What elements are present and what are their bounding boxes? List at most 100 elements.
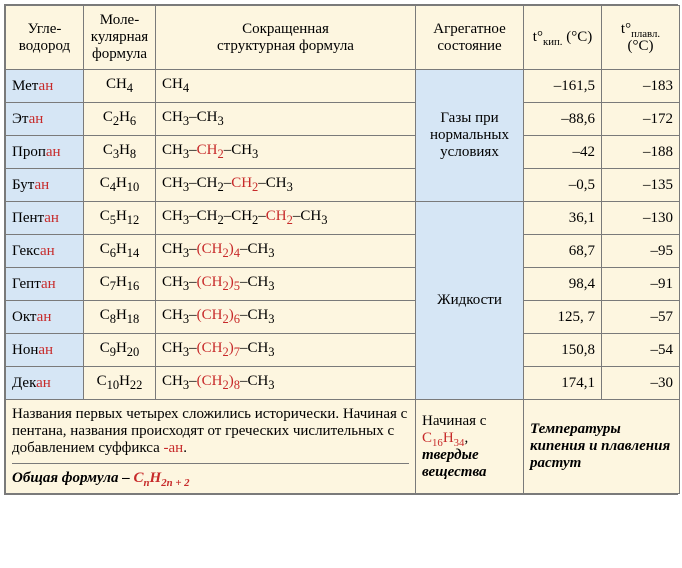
table-row: МетанCH4CH4Газы при нормальных условиях–… (6, 70, 680, 103)
melting-cell: –183 (602, 70, 680, 103)
gf-C: C (134, 470, 144, 486)
boiling-cell: –88,6 (524, 103, 602, 136)
structural-cell: CH3–(CH2)8–CH3 (156, 367, 416, 400)
boiling-cell: 150,8 (524, 334, 602, 367)
name-base: Дек (12, 375, 36, 391)
fs-C: C (422, 430, 432, 446)
molecular-cell: C9H20 (84, 334, 156, 367)
structural-cell: CH4 (156, 70, 416, 103)
name-suffix: ан (37, 309, 52, 325)
molecular-cell: C6H14 (84, 235, 156, 268)
name-suffix: ан (34, 177, 49, 193)
structural-cell: CH3–CH3 (156, 103, 416, 136)
name-cell: Пентан (6, 202, 84, 235)
boiling-cell: 36,1 (524, 202, 602, 235)
th-name: Угле-водород (6, 6, 84, 70)
molecular-cell: C4H10 (84, 169, 156, 202)
name-cell: Бутан (6, 169, 84, 202)
structural-cell: CH3–(CH2)5–CH3 (156, 268, 416, 301)
name-cell: Этан (6, 103, 84, 136)
footer-state-comma: , (464, 430, 468, 446)
name-cell: Октан (6, 301, 84, 334)
table-row: ГептанC7H16CH3–(CH2)5–CH398,4–91 (6, 268, 680, 301)
name-cell: Нонан (6, 334, 84, 367)
name-cell: Метан (6, 70, 84, 103)
general-formula-line: Общая формула – CnH2n + 2 (12, 463, 409, 487)
th-mol: Моле-кулярнаяформула (84, 6, 156, 70)
name-base: Гепт (12, 276, 41, 292)
th-kip: t°кип. (°C) (524, 6, 602, 70)
melting-cell: –30 (602, 367, 680, 400)
th-plav-post: (°C) (628, 38, 654, 54)
name-base: Пент (12, 210, 44, 226)
fs-H: H (443, 430, 454, 446)
name-cell: Декан (6, 367, 84, 400)
molecular-cell: C5H12 (84, 202, 156, 235)
table-row: ОктанC8H18CH3–(CH2)6–CH3125, 7–57 (6, 301, 680, 334)
footer-temps-note: Температуры кипения и плавления растут (524, 400, 680, 494)
th-name-text: Угле-водород (19, 21, 70, 54)
th-state: Агрегатноесостояние (416, 6, 524, 70)
name-cell: Пропан (6, 136, 84, 169)
footer-note-end: . (183, 440, 187, 456)
name-suffix: ан (39, 78, 54, 94)
table-row: ГексанC6H14CH3–(CH2)4–CH368,7–95 (6, 235, 680, 268)
th-kip-post: (°C) (562, 29, 592, 45)
name-base: Гекс (12, 243, 40, 259)
footer-note: Названия первых четырех сложились истори… (12, 406, 409, 457)
table-row: БутанC4H10CH3–CH2–CH2–CH3–0,5–135 (6, 169, 680, 202)
melting-cell: –188 (602, 136, 680, 169)
boiling-cell: –42 (524, 136, 602, 169)
table-row: ДеканC10H22CH3–(CH2)8–CH3174,1–30 (6, 367, 680, 400)
melting-cell: –57 (602, 301, 680, 334)
th-plav-pre: t° (621, 21, 631, 37)
structural-cell: CH3–(CH2)6–CH3 (156, 301, 416, 334)
structural-cell: CH3–CH2–CH2–CH2–CH3 (156, 202, 416, 235)
footer-state-pre: Начиная с (422, 413, 486, 429)
th-kip-pre: t° (533, 29, 543, 45)
alkanes-table: Угле-водород Моле-кулярнаяформула Сокращ… (5, 5, 680, 494)
molecular-cell: C8H18 (84, 301, 156, 334)
name-suffix: ан (38, 342, 53, 358)
name-base: Бут (12, 177, 34, 193)
boiling-cell: –161,5 (524, 70, 602, 103)
structural-cell: CH3–(CH2)7–CH3 (156, 334, 416, 367)
th-mol-text: Моле-кулярнаяформула (91, 12, 148, 62)
th-struct-text: Сокращеннаяструктурная формула (217, 21, 354, 54)
name-suffix: ан (40, 243, 55, 259)
general-formula: CnH2n + 2 (134, 470, 190, 486)
name-cell: Гексан (6, 235, 84, 268)
table-row: ПентанC5H12CH3–CH2–CH2–CH2–CH3Жидкости36… (6, 202, 680, 235)
footer-left-cell: Названия первых четырех сложились истори… (6, 400, 416, 494)
boiling-cell: 174,1 (524, 367, 602, 400)
name-base: Эт (12, 111, 29, 127)
boiling-cell: 68,7 (524, 235, 602, 268)
footer-note-1: Названия первых четырех сложились истори… (12, 406, 407, 456)
footer-temps-text: Температуры кипения и плавления растут (530, 421, 670, 471)
structural-cell: CH3–CH2–CH3 (156, 136, 416, 169)
melting-cell: –91 (602, 268, 680, 301)
th-kip-sub: кип. (543, 36, 563, 48)
structural-cell: CH3–(CH2)4–CH3 (156, 235, 416, 268)
name-suffix: ан (41, 276, 56, 292)
name-base: Мет (12, 78, 39, 94)
th-state-text: Агрегатноесостояние (433, 21, 506, 54)
molecular-cell: C2H6 (84, 103, 156, 136)
footer-state-cell: Начиная с C16H34, твердые вещества (416, 400, 524, 494)
boiling-cell: –0,5 (524, 169, 602, 202)
name-suffix: ан (46, 144, 61, 160)
alkanes-table-wrap: Угле-водород Моле-кулярнаяформула Сокращ… (4, 4, 678, 495)
footer-state-post: твердые вещества (422, 447, 517, 481)
boiling-cell: 125, 7 (524, 301, 602, 334)
footer-suffix: -ан (164, 440, 184, 456)
footer-state-formula: C16H34 (422, 430, 464, 446)
name-cell: Гептан (6, 268, 84, 301)
th-struct: Сокращеннаяструктурная формула (156, 6, 416, 70)
name-base: Окт (12, 309, 37, 325)
th-plav: t°плавл. (°C) (602, 6, 680, 70)
melting-cell: –130 (602, 202, 680, 235)
boiling-cell: 98,4 (524, 268, 602, 301)
state-liquid-cell: Жидкости (416, 202, 524, 400)
melting-cell: –95 (602, 235, 680, 268)
table-row: НонанC9H20CH3–(CH2)7–CH3150,8–54 (6, 334, 680, 367)
